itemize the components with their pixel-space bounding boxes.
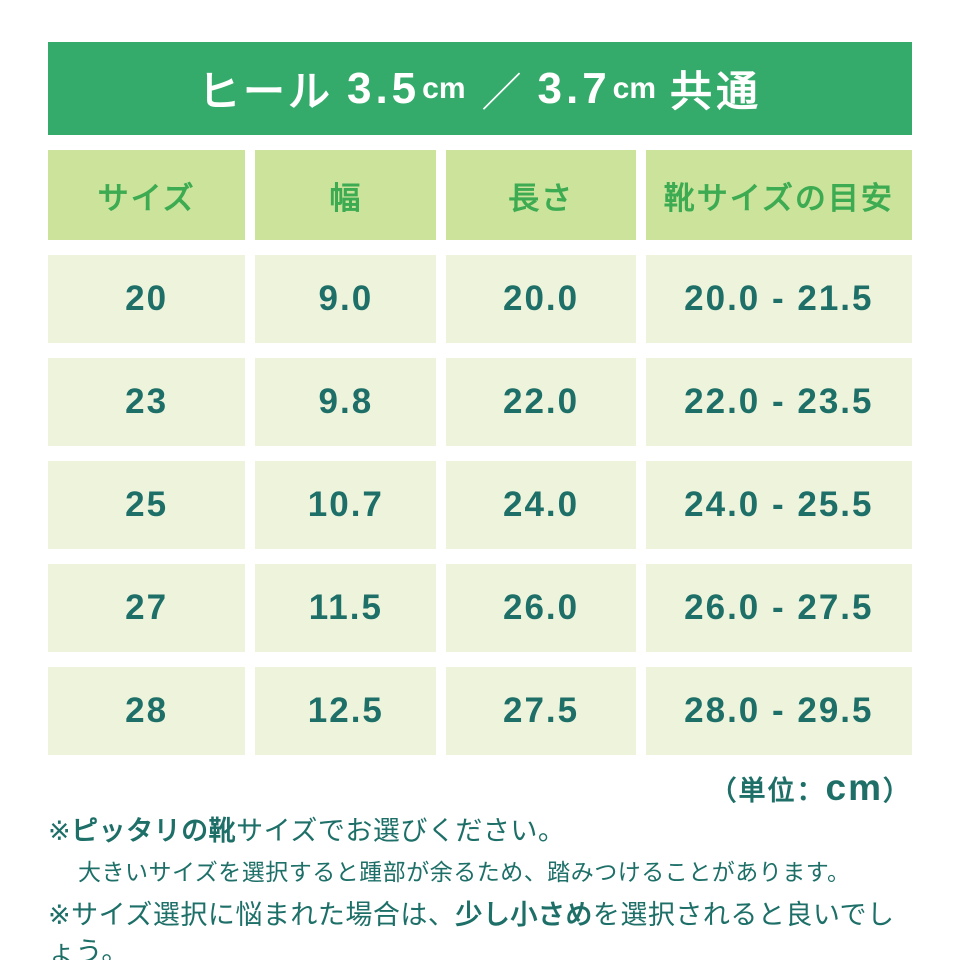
heel-banner: ヒール 3.5 cm ／ 3.7 cm 共通 [48, 42, 912, 135]
table-cell-width: 9.0 [255, 255, 437, 343]
table-cell-guide: 22.0 - 23.5 [645, 358, 912, 446]
table-cell-width: 10.7 [255, 461, 437, 549]
banner-label: ヒール [197, 68, 333, 115]
table-cell-size: 27 [48, 564, 246, 652]
size-table: サイズ 幅 長さ 靴サイズの目安 20 9.0 20.0 20.0 - 21.5… [48, 150, 912, 755]
column-header-size: サイズ [48, 150, 246, 240]
unit-note-suffix: ） [883, 776, 912, 806]
column-header-width: 幅 [255, 150, 437, 240]
footnotes: ※ピッタリの靴サイズでお選びください。 大きいサイズを選択すると踵部が余るため、… [48, 813, 912, 960]
table-cell-size: 25 [48, 461, 246, 549]
table-cell-length: 26.0 [446, 564, 636, 652]
table-cell-length: 27.5 [446, 667, 636, 755]
banner-unit-2: cm [612, 71, 657, 105]
table-cell-width: 11.5 [255, 564, 437, 652]
table-cell-guide: 20.0 - 21.5 [645, 255, 912, 343]
table-cell-length: 20.0 [446, 255, 636, 343]
table-cell-width: 9.8 [255, 358, 437, 446]
banner-suffix: 共通 [670, 68, 763, 115]
unit-note-cm: cm [825, 767, 883, 808]
table-cell-width: 12.5 [255, 667, 437, 755]
table-cell-length: 22.0 [446, 358, 636, 446]
banner-unit-1: cm [422, 71, 466, 105]
column-header-length: 長さ [446, 150, 636, 240]
table-cell-size: 28 [48, 667, 246, 755]
footnote-1-bold: ピッタリの靴 [71, 816, 237, 846]
banner-separator: ／ [481, 70, 522, 115]
footnote-1: ※ピッタリの靴サイズでお選びください。 [48, 813, 912, 849]
table-cell-guide: 24.0 - 25.5 [645, 461, 912, 549]
column-header-shoe-size-guide: 靴サイズの目安 [645, 150, 912, 240]
banner-heel-value-1: 3.5 [346, 63, 421, 113]
unit-note: （単位：cm） [48, 767, 912, 809]
footnote-2-marker: ※ [48, 900, 72, 931]
footnote-2-bold: 少し小さめ [455, 900, 593, 931]
unit-note-prefix: （単位： [709, 776, 826, 806]
banner-heel-value-2: 3.7 [537, 63, 611, 113]
table-cell-size: 20 [48, 255, 246, 343]
footnote-1-rest: サイズでお選びください。 [236, 816, 566, 846]
footnote-2-pre: サイズ選択に悩まれた場合は、 [71, 900, 456, 931]
footnote-2-post: を選択されると良いでしょう。 [48, 900, 895, 960]
footnote-1-marker: ※ [48, 816, 72, 846]
table-cell-size: 23 [48, 358, 246, 446]
table-cell-length: 24.0 [446, 461, 636, 549]
table-cell-guide: 28.0 - 29.5 [645, 667, 912, 755]
footnote-1-subline: 大きいサイズを選択すると踵部が余るため、踏みつけることがあります。 [78, 859, 851, 886]
footnote-2: ※サイズ選択に悩まれた場合は、少し小さめを選択されると良いでしょう。 [48, 897, 912, 960]
table-cell-guide: 26.0 - 27.5 [645, 564, 912, 652]
